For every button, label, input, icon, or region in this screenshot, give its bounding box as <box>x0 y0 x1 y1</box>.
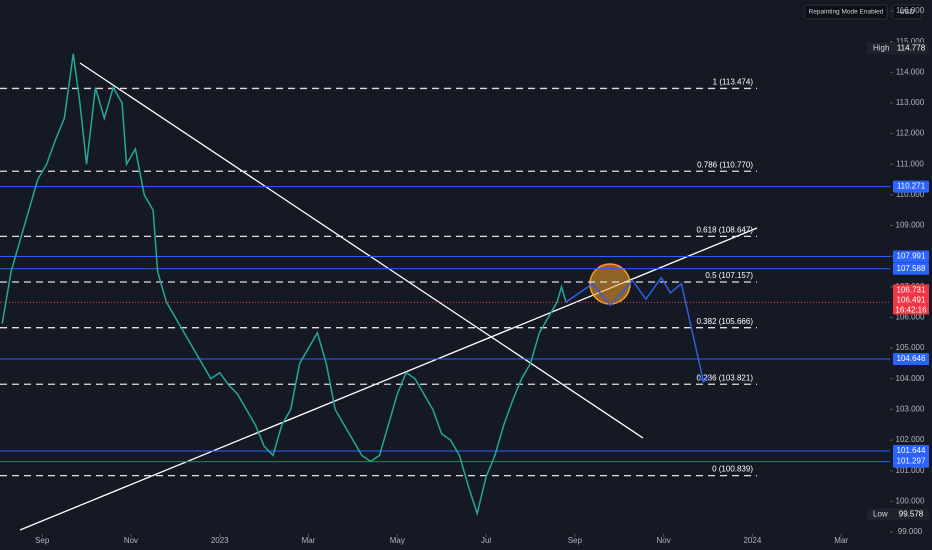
trend-line <box>19 227 758 531</box>
series-line <box>1 53 567 517</box>
price-tag <box>893 455 929 468</box>
button[interactable] <box>892 4 922 20</box>
price-tag-label: 107.991 <box>897 252 926 261</box>
y-tick-label: 114.000 <box>896 67 925 76</box>
fib-label: 0.786 (110.770) <box>697 160 753 169</box>
price-tag-label: 101.644 <box>897 446 926 455</box>
price-tag <box>893 444 929 457</box>
highlight-circle <box>589 263 631 305</box>
price-tag-label: 104.646 <box>897 354 926 363</box>
price-tag <box>893 352 929 365</box>
fib-label: 0.382 (105.666) <box>697 317 754 326</box>
extreme-label: 114.778 <box>897 44 926 53</box>
x-tick-label: Nov <box>656 536 670 545</box>
series-line <box>565 276 705 382</box>
y-tick-label: 111.000 <box>896 159 924 168</box>
y-tick-label: 110.000 <box>896 190 925 199</box>
y-tick-label: 100.000 <box>896 496 925 505</box>
fib-label: 0.5 (107.157) <box>705 271 753 280</box>
button-label[interactable]: USD <box>900 9 915 16</box>
x-tick-label: Sep <box>568 536 583 545</box>
y-tick-label: 113.000 <box>896 98 925 107</box>
x-tick-label: May <box>390 536 405 545</box>
x-tick-label: Nov <box>124 536 138 545</box>
countdown: 16:42:16 <box>895 306 927 315</box>
y-tick-label: 102.000 <box>896 435 925 444</box>
x-tick-label: Jul <box>481 536 491 545</box>
y-tick-label: 99.000 <box>898 527 923 536</box>
x-tick-label: 2024 <box>743 536 761 545</box>
price-tag <box>893 284 929 315</box>
button[interactable] <box>804 4 888 20</box>
extreme-name: High <box>873 44 889 53</box>
y-tick-label: 105.000 <box>896 343 925 352</box>
price-tag-label: 110.271 <box>897 182 926 191</box>
fib-label: 0.618 (108.647) <box>697 225 754 234</box>
price-tag-label: 106.731 <box>897 286 926 295</box>
price-tag-label: 107.588 <box>897 264 926 273</box>
extreme-name: Low <box>873 509 888 518</box>
y-tick-label: 106.000 <box>896 313 925 322</box>
y-tick-label: 115.000 <box>896 37 925 46</box>
price-tag <box>893 250 929 263</box>
extreme-tag <box>867 508 929 521</box>
x-tick-label: Mar <box>834 536 848 545</box>
y-tick-label: 101.000 <box>896 466 925 475</box>
extreme-label: 99.578 <box>899 509 924 518</box>
button-label[interactable]: Repainting Mode Enabled <box>809 9 884 16</box>
x-tick-label: Sep <box>35 536 50 545</box>
x-tick-label: 2023 <box>211 536 229 545</box>
fib-label: 1 (113.474) <box>713 78 754 87</box>
y-tick-label: 103.000 <box>896 405 925 414</box>
y-tick-label: 112.000 <box>896 129 925 138</box>
price-tag <box>893 180 929 193</box>
y-tick-label: 104.000 <box>896 374 925 383</box>
trend-line <box>79 62 644 439</box>
arrow-head <box>697 375 710 384</box>
fib-label: 0.236 (103.821) <box>697 373 754 382</box>
price-tag-label: 106.491 <box>897 296 926 305</box>
price-tag-label: 101.297 <box>897 457 926 466</box>
price-tag <box>893 262 929 275</box>
x-tick-label: Mar <box>302 536 316 545</box>
y-tick-label: 116.000 <box>896 6 925 15</box>
extreme-tag <box>867 42 929 55</box>
fib-label: 0 (100.839) <box>712 465 753 474</box>
y-tick-label: 109.000 <box>896 221 925 230</box>
